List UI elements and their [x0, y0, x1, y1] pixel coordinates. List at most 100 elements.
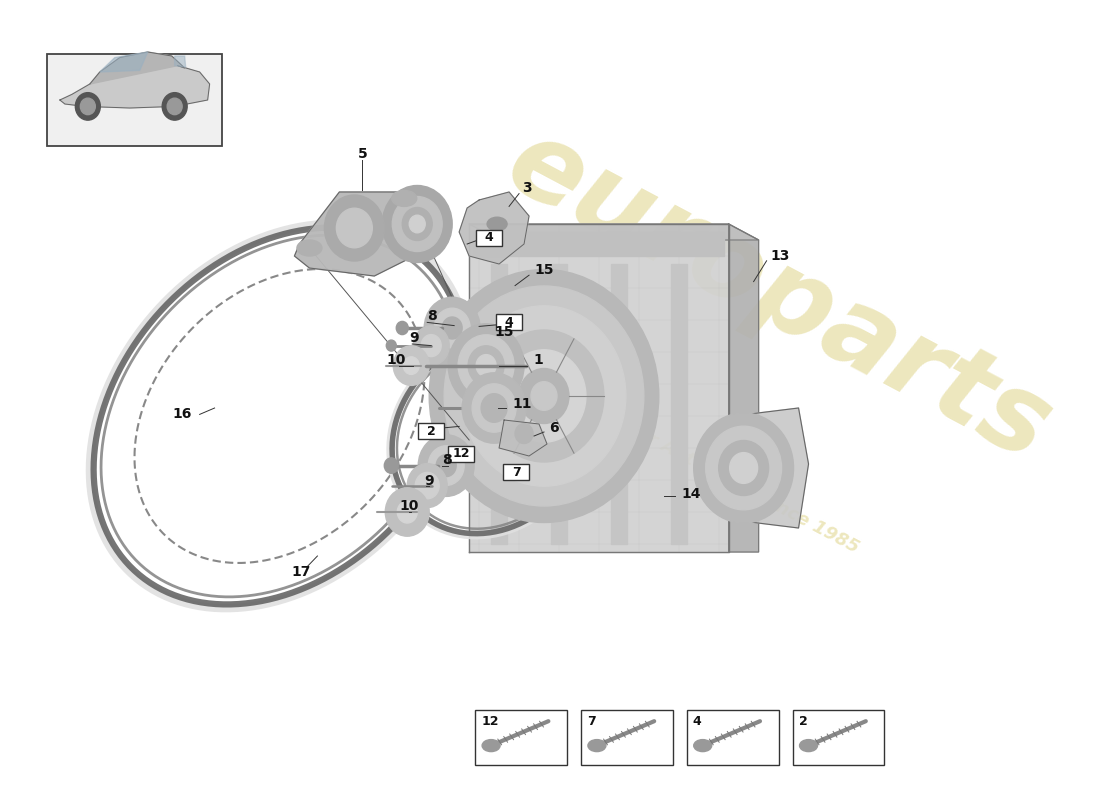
Text: 14: 14: [682, 487, 702, 502]
Ellipse shape: [324, 195, 384, 261]
Ellipse shape: [694, 739, 712, 752]
Text: 7: 7: [512, 466, 520, 478]
Polygon shape: [59, 64, 210, 108]
Text: 13: 13: [771, 249, 790, 263]
Ellipse shape: [531, 382, 557, 410]
Bar: [448, 446, 474, 462]
Text: 16: 16: [173, 407, 191, 422]
Text: a passion for Auto Parts since 1985: a passion for Auto Parts since 1985: [536, 372, 861, 556]
Bar: [47, 54, 222, 146]
Ellipse shape: [444, 286, 644, 506]
Ellipse shape: [337, 208, 372, 248]
Ellipse shape: [297, 240, 322, 256]
Ellipse shape: [434, 308, 470, 348]
Text: 2: 2: [427, 425, 436, 438]
Polygon shape: [469, 224, 728, 552]
Ellipse shape: [167, 98, 183, 114]
Ellipse shape: [428, 446, 464, 486]
Bar: [551, 264, 566, 544]
Bar: [581, 710, 673, 765]
Ellipse shape: [403, 207, 432, 241]
Bar: [474, 232, 724, 256]
Ellipse shape: [706, 426, 782, 510]
Ellipse shape: [502, 350, 586, 442]
Ellipse shape: [421, 334, 441, 357]
Text: 15: 15: [494, 325, 514, 339]
Text: 4: 4: [693, 715, 702, 728]
Ellipse shape: [462, 306, 626, 486]
Text: 15: 15: [534, 262, 553, 277]
Ellipse shape: [448, 324, 524, 407]
Ellipse shape: [392, 190, 417, 206]
Ellipse shape: [397, 501, 417, 523]
Text: 12: 12: [452, 447, 470, 460]
Ellipse shape: [718, 441, 769, 495]
Ellipse shape: [484, 330, 604, 462]
Text: 7: 7: [587, 715, 596, 728]
Ellipse shape: [394, 346, 429, 386]
Text: 10: 10: [399, 498, 419, 513]
Ellipse shape: [393, 197, 442, 251]
Ellipse shape: [472, 384, 516, 432]
Ellipse shape: [442, 317, 462, 339]
Ellipse shape: [415, 472, 439, 499]
Polygon shape: [734, 408, 808, 528]
Ellipse shape: [515, 424, 534, 443]
Ellipse shape: [469, 346, 504, 386]
Ellipse shape: [429, 270, 659, 522]
Text: europarts: europarts: [490, 109, 1068, 483]
Ellipse shape: [482, 739, 500, 752]
Text: 4: 4: [485, 231, 494, 244]
Ellipse shape: [409, 215, 426, 233]
Text: 6: 6: [549, 421, 559, 435]
Ellipse shape: [481, 394, 507, 422]
Ellipse shape: [462, 373, 526, 443]
Text: 9: 9: [409, 330, 419, 345]
Ellipse shape: [425, 297, 480, 358]
Ellipse shape: [800, 739, 817, 752]
Text: 3: 3: [522, 181, 531, 195]
Ellipse shape: [80, 98, 96, 114]
Text: 17: 17: [292, 565, 311, 579]
Polygon shape: [499, 420, 547, 456]
Text: 1: 1: [534, 353, 542, 367]
Text: 8: 8: [427, 309, 437, 323]
Polygon shape: [90, 52, 185, 84]
Bar: [610, 264, 627, 544]
Ellipse shape: [404, 357, 419, 374]
Text: 5: 5: [358, 146, 367, 161]
Ellipse shape: [418, 435, 474, 496]
Ellipse shape: [519, 369, 569, 423]
Ellipse shape: [384, 458, 398, 474]
Ellipse shape: [385, 488, 429, 536]
Bar: [503, 464, 529, 480]
Bar: [491, 264, 507, 544]
Text: 8: 8: [442, 453, 452, 467]
Ellipse shape: [386, 340, 396, 351]
Text: 4: 4: [505, 316, 514, 329]
Polygon shape: [295, 192, 429, 276]
Ellipse shape: [437, 454, 456, 477]
Polygon shape: [175, 56, 186, 67]
Text: 2: 2: [799, 715, 807, 728]
Polygon shape: [728, 224, 759, 552]
Bar: [476, 230, 502, 246]
Ellipse shape: [383, 186, 452, 262]
Ellipse shape: [162, 93, 187, 120]
Ellipse shape: [487, 218, 507, 230]
Text: 9: 9: [425, 474, 435, 488]
Ellipse shape: [729, 453, 758, 483]
Ellipse shape: [396, 322, 408, 334]
Ellipse shape: [414, 326, 449, 366]
Bar: [686, 710, 779, 765]
Bar: [496, 314, 522, 330]
Bar: [792, 710, 884, 765]
Polygon shape: [469, 224, 759, 240]
Ellipse shape: [587, 739, 606, 752]
Ellipse shape: [407, 463, 448, 507]
Bar: [418, 423, 444, 439]
Ellipse shape: [694, 413, 793, 523]
Text: 12: 12: [481, 715, 498, 728]
Text: 10: 10: [386, 353, 406, 367]
Polygon shape: [100, 52, 147, 72]
